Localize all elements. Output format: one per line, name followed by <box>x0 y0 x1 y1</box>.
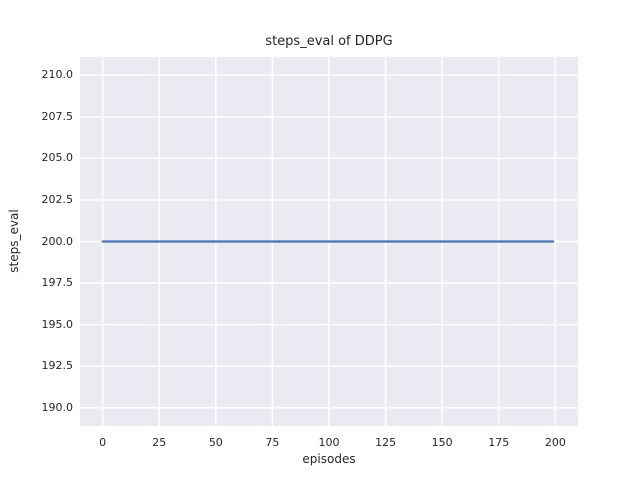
y-tick-label: 197.5 <box>41 276 74 290</box>
x-tick-label: 175 <box>488 436 510 449</box>
y-tick-label: 205.0 <box>41 151 74 165</box>
x-tick-label: 100 <box>318 436 340 449</box>
x-tick-label: 150 <box>431 436 453 449</box>
y-tick-label: 190.0 <box>41 400 74 414</box>
x-tick-label: 125 <box>375 436 397 449</box>
x-tick-label: 50 <box>208 436 223 449</box>
chart-title: steps_eval of DDPG <box>265 34 393 49</box>
y-tick-label: 192.5 <box>41 359 74 373</box>
y-tick-label: 200.0 <box>41 234 74 248</box>
x-tick-label: 75 <box>265 436 280 449</box>
y-tick-label: 210.0 <box>41 68 74 82</box>
y-tick-label: 195.0 <box>41 317 74 331</box>
x-tick-label: 0 <box>99 436 107 449</box>
y-tick-label: 207.5 <box>41 109 74 123</box>
x-axis-label: episodes <box>302 452 356 466</box>
x-tick-label: 200 <box>544 436 566 449</box>
y-tick-label: 202.5 <box>41 192 74 206</box>
x-tick-label: 25 <box>152 436 167 449</box>
